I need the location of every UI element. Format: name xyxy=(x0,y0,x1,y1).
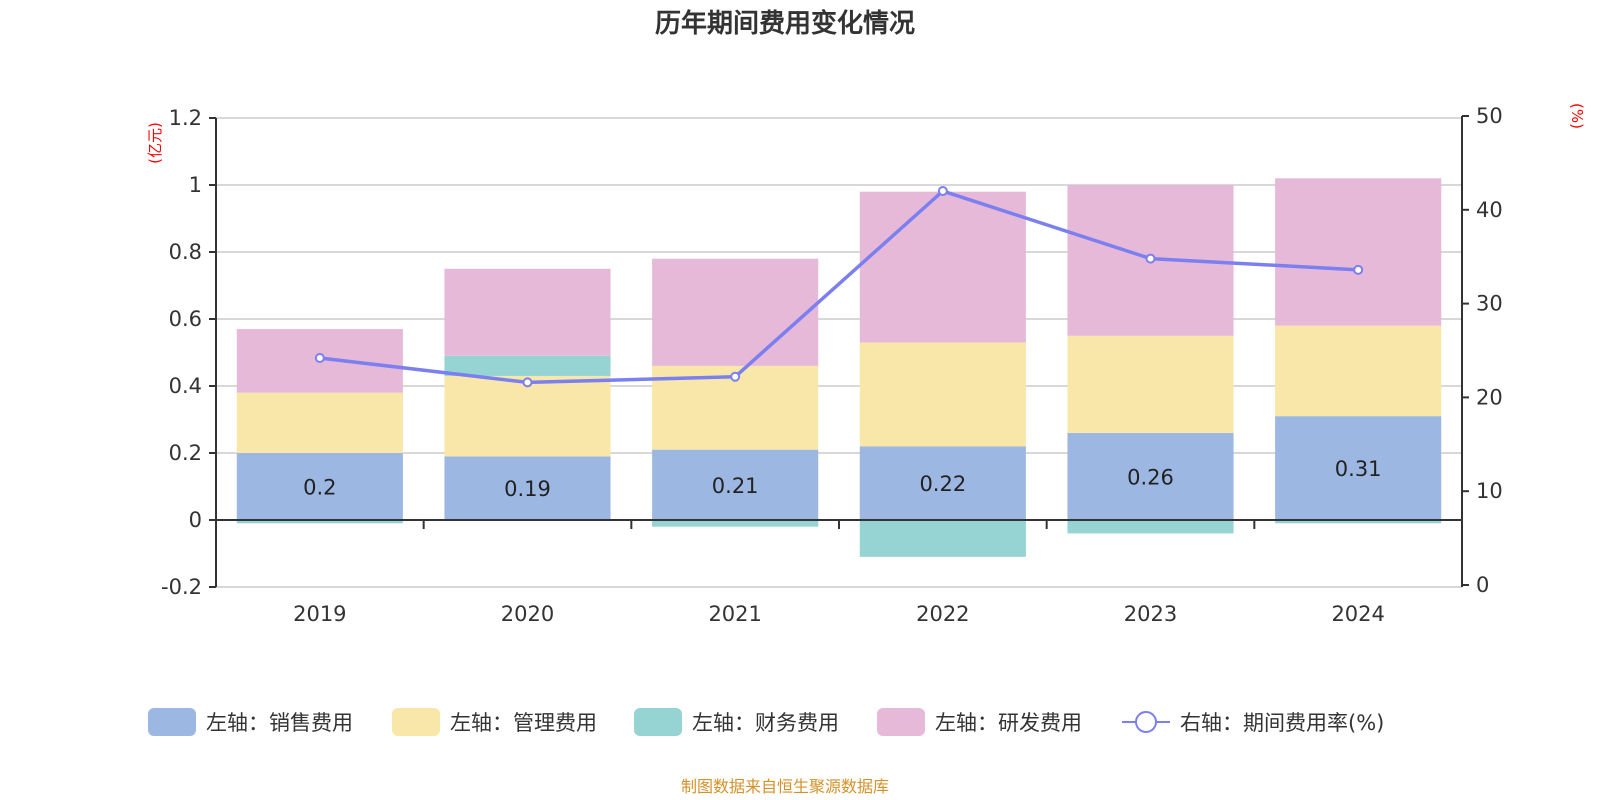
rate-point xyxy=(730,371,741,382)
left-axis-tick-label: 1.2 xyxy=(169,106,202,130)
bar-value-label: 0.22 xyxy=(919,472,966,496)
axes: -0.2 0 0.2 0.4 0.6 0.8 1 1.2 0 10 20 30 40 50 2019 2020… xyxy=(161,104,1503,626)
bar-segment xyxy=(444,268,611,356)
x-axis-tick-label: 2023 xyxy=(1124,602,1177,626)
bar-segment xyxy=(1067,520,1234,534)
bar-segment xyxy=(652,520,819,527)
right-axis-tick-label: 0 xyxy=(1476,573,1489,597)
legend-label: 左轴：管理费用 xyxy=(450,711,597,735)
bar-segment xyxy=(1275,416,1442,520)
legend-item: 右轴：期间费用率(%) xyxy=(1122,711,1384,735)
x-axis-tick-label: 2022 xyxy=(916,602,969,626)
bar-segment xyxy=(652,449,819,520)
rate-point xyxy=(937,186,948,197)
bar-segment xyxy=(859,191,1026,343)
bar-segment xyxy=(859,342,1026,447)
bar-segment xyxy=(859,520,1026,557)
left-axis-tick-label: 0.2 xyxy=(169,441,202,465)
left-axis-tick-label: 1 xyxy=(189,173,202,197)
bars xyxy=(236,178,1442,557)
bar-segment xyxy=(652,258,819,366)
right-axis-tick-label: 40 xyxy=(1476,198,1503,222)
x-axis-tick-label: 2020 xyxy=(501,602,554,626)
bar-segment xyxy=(236,453,403,520)
left-axis-unit: (亿元) xyxy=(146,122,164,164)
left-axis-tick-label: 0.6 xyxy=(169,307,202,331)
rate-point xyxy=(314,353,325,364)
legend-swatch xyxy=(634,708,682,736)
bar-segment xyxy=(1275,325,1442,417)
rate-point xyxy=(522,377,533,388)
bar-segment xyxy=(859,446,1026,520)
bar-segment xyxy=(1067,335,1234,433)
bar-segment xyxy=(236,520,403,524)
right-axis-unit: (%) xyxy=(1568,103,1586,129)
legend-swatch xyxy=(877,708,925,736)
bar-value-label: 0.26 xyxy=(1127,465,1174,489)
bar-labels: 0.2 0.19 0.21 0.22 0.26 0.31 xyxy=(303,457,1381,501)
legend-label: 左轴：财务费用 xyxy=(692,711,839,735)
legend-item: 左轴：财务费用 xyxy=(634,708,839,736)
source-note: 制图数据来自恒生聚源数据库 xyxy=(681,777,889,796)
bar-value-label: 0.31 xyxy=(1335,457,1382,481)
right-axis-tick-label: 30 xyxy=(1476,292,1503,316)
bar-segment xyxy=(1067,432,1234,520)
chart-title: 历年期间费用变化情况 xyxy=(655,8,915,39)
legend-label: 右轴：期间费用率(%) xyxy=(1180,711,1384,735)
bar-segment xyxy=(444,456,611,520)
legend-item: 左轴：管理费用 xyxy=(392,708,597,736)
bar-segment xyxy=(444,375,611,457)
left-axis-tick-label: -0.2 xyxy=(161,575,202,599)
bar-segment xyxy=(1275,178,1442,326)
legend: 左轴：销售费用 左轴：管理费用 左轴：财务费用 左轴：研发费用 右轴：期间费用率(%) xyxy=(148,708,1384,736)
legend-item: 左轴：研发费用 xyxy=(877,708,1082,736)
bar-segment xyxy=(236,392,403,453)
x-axis-tick-label: 2024 xyxy=(1331,602,1384,626)
legend-label: 左轴：研发费用 xyxy=(935,711,1082,735)
left-axis-tick-label: 0.8 xyxy=(169,240,202,264)
legend-swatch xyxy=(148,708,196,736)
bar-value-label: 0.21 xyxy=(712,474,759,498)
legend-swatch xyxy=(392,708,440,736)
bar-segment xyxy=(1275,520,1442,524)
bar-segment xyxy=(444,355,611,376)
legend-marker xyxy=(1135,711,1157,733)
right-axis-tick-label: 50 xyxy=(1476,104,1503,128)
x-axis-tick-label: 2021 xyxy=(708,602,761,626)
rate-point xyxy=(1353,264,1364,275)
right-axis-tick-label: 20 xyxy=(1476,385,1503,409)
rate-point xyxy=(1145,253,1156,264)
x-axis-tick-label: 2019 xyxy=(293,602,346,626)
bar-value-label: 0.19 xyxy=(504,477,551,501)
left-axis-tick-label: 0.4 xyxy=(169,374,202,398)
legend-item: 左轴：销售费用 xyxy=(148,708,353,736)
rate-line-path xyxy=(319,189,1359,385)
left-axis-tick-label: 0 xyxy=(189,508,202,532)
legend-label: 左轴：销售费用 xyxy=(206,711,353,735)
bar-value-label: 0.2 xyxy=(303,476,336,500)
rate-line xyxy=(314,186,1364,388)
right-axis-tick-label: 10 xyxy=(1476,479,1503,503)
